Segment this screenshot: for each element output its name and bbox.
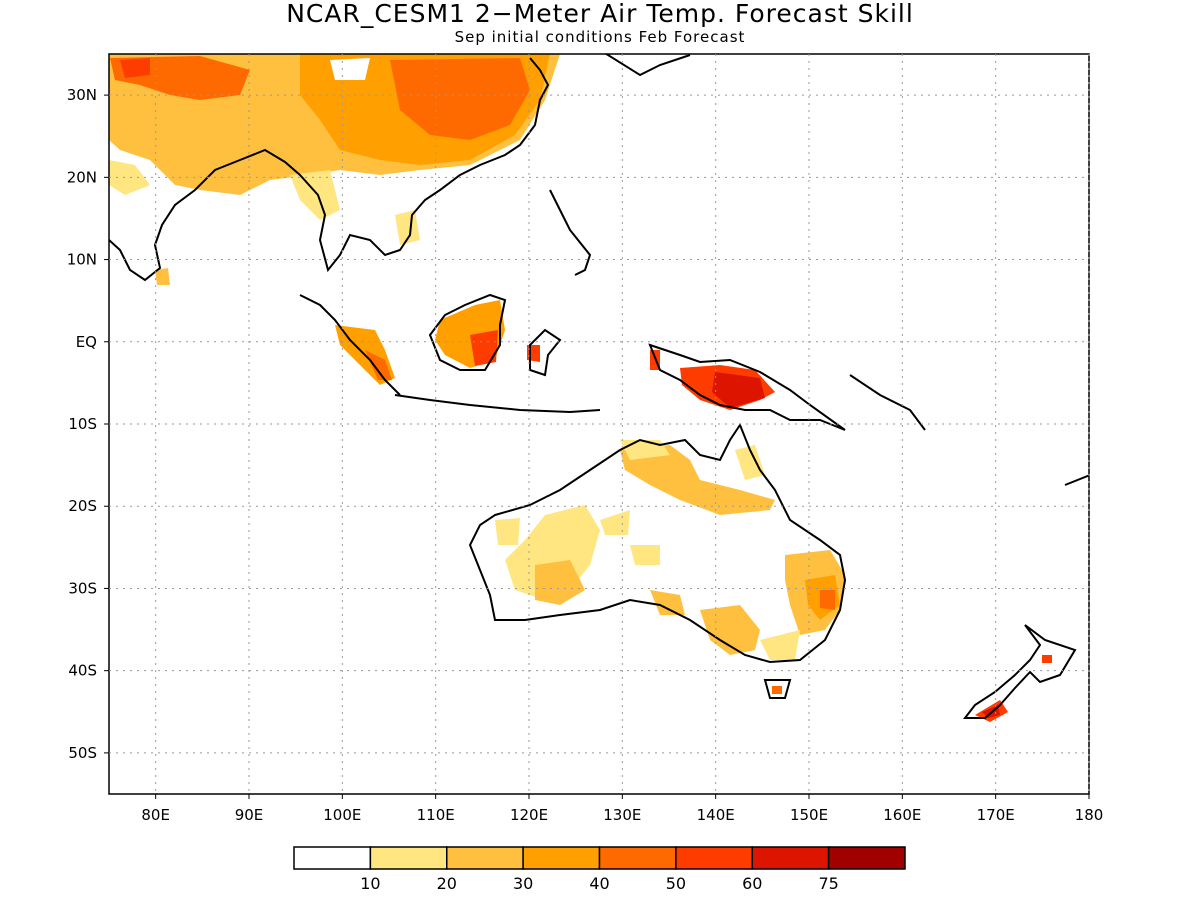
colorbar-label: 60	[742, 874, 762, 893]
x-tick-label: 80E	[141, 806, 170, 824]
y-tick-label: 20N	[67, 168, 97, 186]
colorbar-label: 75	[818, 874, 838, 893]
x-tick-label: 160E	[883, 806, 921, 824]
x-tick-label: 130E	[603, 806, 641, 824]
y-tick-label: 10S	[68, 415, 97, 433]
colorbar: 10 20 30 40 50 60 75	[293, 846, 906, 893]
colorbar-label: 30	[513, 874, 533, 893]
colorbar-swatch	[522, 846, 601, 870]
y-tick-label: 10N	[67, 251, 97, 269]
colorbar-label: 10	[360, 874, 380, 893]
skill-region-australia-south	[700, 605, 760, 655]
x-tick-label: 140E	[697, 806, 735, 824]
colorbar-swatch	[293, 846, 372, 870]
y-tick-label: EQ	[76, 333, 97, 351]
skill-shading	[109, 54, 1052, 722]
colorbar-swatch	[598, 846, 677, 870]
colorbar-swatch	[827, 846, 906, 870]
skill-region-australia-north	[620, 445, 775, 515]
graticule	[109, 54, 1090, 794]
skill-region-china-core-hot	[390, 58, 530, 140]
x-tick-label: 170E	[977, 806, 1015, 824]
y-tick-label: 40S	[68, 662, 97, 680]
coast-new-guinea	[648, 343, 846, 431]
colorbar-swatch	[675, 846, 753, 870]
colorbar-label: 40	[589, 874, 609, 893]
y-tick-label: 30S	[68, 579, 97, 597]
y-tick-label: 50S	[68, 744, 97, 762]
colorbar-swatch	[446, 846, 524, 870]
x-tick-label: 100E	[323, 806, 361, 824]
map-title: NCAR_CESM1 2−Meter Air Temp. Forecast Sk…	[286, 0, 914, 28]
coast-australia	[468, 422, 847, 664]
colorbar-label: 20	[437, 874, 457, 893]
x-tick-label: 180	[1075, 806, 1104, 824]
colorbar-swatch	[751, 846, 830, 870]
coast-borneo	[428, 293, 507, 371]
y-tick-label: 30N	[67, 86, 97, 104]
map-subtitle: Sep initial conditions Feb Forecast	[454, 28, 746, 46]
coast-new-zealand	[962, 624, 1077, 719]
latitude-axis: 30N 20N 10N EQ 10S 20S 30S 40S 50S	[67, 86, 109, 762]
x-tick-label: 120E	[510, 806, 548, 824]
longitude-axis: 80E 90E 100E 110E 120E 130E 140E 150E 160E 170E 18…	[141, 794, 1103, 824]
x-tick-label: 150E	[790, 806, 828, 824]
colorbar-swatch	[369, 846, 448, 870]
x-tick-label: 90E	[235, 806, 264, 824]
coastlines	[109, 54, 1089, 719]
skill-region-borneo-south	[470, 330, 498, 366]
colorbar-label: 50	[666, 874, 686, 893]
skill-region-india-north	[109, 160, 150, 195]
coast-asia	[109, 57, 550, 282]
x-tick-label: 110E	[417, 806, 455, 824]
y-tick-label: 20S	[68, 497, 97, 515]
